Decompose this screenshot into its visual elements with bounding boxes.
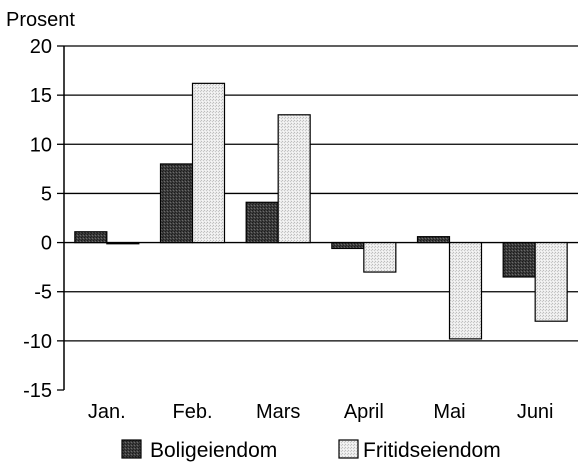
bars <box>74 82 568 340</box>
bar-fritidseiendom-3 <box>363 241 397 273</box>
bar-fritidseiendom-1 <box>191 82 226 244</box>
legend-item-boligeiendom: Boligeiendom <box>121 439 277 462</box>
x-axis-tick-labels: Jan. Feb. Mars April Mai Juni <box>88 401 554 423</box>
x-tick-label: April <box>344 401 384 423</box>
bar-boligeiendom-3 <box>331 241 365 250</box>
y-tick-label: -15 <box>23 380 52 402</box>
bar-boligeiendom-2 <box>245 201 279 244</box>
bar-fritidseiendom-2 <box>277 114 311 244</box>
legend-label-fritidseiendom: Fritidseiendom <box>363 439 501 462</box>
bar-boligeiendom-5 <box>502 241 536 278</box>
legend-label-boligeiendom: Boligeiendom <box>150 439 277 462</box>
y-tick-label: 20 <box>30 36 52 58</box>
legend-item-fritidseiendom: Fritidseiendom <box>338 439 501 462</box>
y-axis-label: Prosent <box>6 9 75 31</box>
x-tick-label: Jan. <box>88 401 126 423</box>
y-tick-label: 0 <box>41 233 52 255</box>
bar-fritidseiendom-5 <box>534 241 568 322</box>
y-tick-label: 15 <box>30 85 52 107</box>
legend-swatch-boligeiendom <box>121 439 142 459</box>
bar-fritidseiendom-0 <box>106 241 140 245</box>
y-tick-label: 5 <box>41 183 52 205</box>
y-tick-label: 10 <box>30 134 52 156</box>
y-tick-label: -10 <box>23 331 52 353</box>
y-tick-label: -5 <box>34 282 52 304</box>
bar-fritidseiendom-4 <box>448 241 483 340</box>
bar-boligeiendom-0 <box>74 231 108 244</box>
gridlines <box>64 45 578 342</box>
legend-swatch-fritidseiendom <box>338 439 359 459</box>
y-axis-ticks: 20 15 10 5 0 -5 -10 -15 <box>23 36 64 402</box>
x-tick-label: Feb. <box>172 401 212 423</box>
legend: Boligeiendom Fritidseiendom <box>121 439 501 462</box>
x-tick-label: Juni <box>517 401 554 423</box>
x-tick-label: Mars <box>256 401 300 423</box>
bar-boligeiendom-1 <box>159 163 194 244</box>
bar-boligeiendom-4 <box>416 236 451 244</box>
x-tick-label: Mai <box>433 401 465 423</box>
